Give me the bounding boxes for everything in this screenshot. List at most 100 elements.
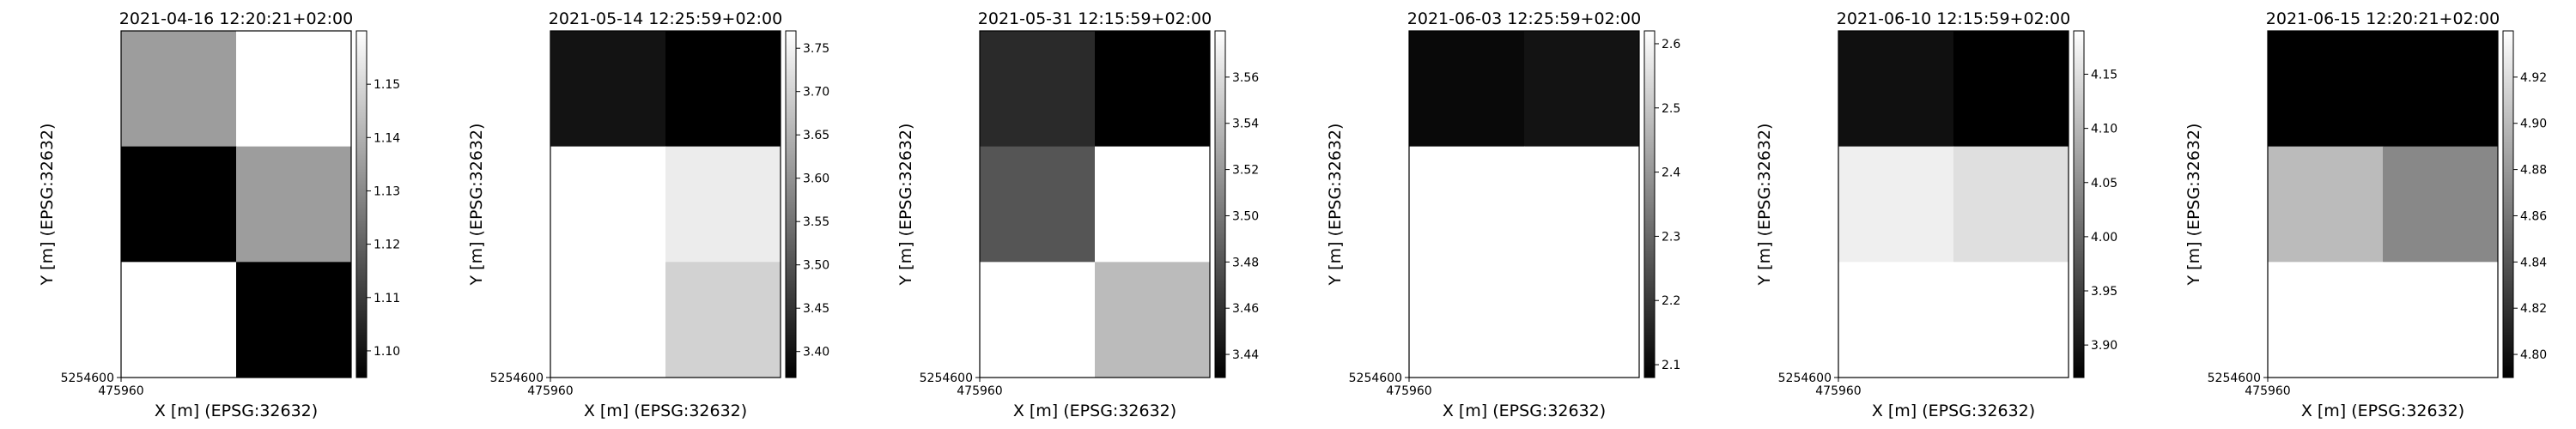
y-tick-label: 5254600 (2208, 372, 2261, 385)
colorbar-tick-label: 3.46 (1232, 302, 1259, 316)
x-tick-label: 475960 (98, 384, 143, 398)
heatmap-cell (1838, 146, 1954, 263)
heatmap-cell (2383, 262, 2499, 378)
colorbar-tick-label: 3.54 (1232, 118, 1259, 131)
y-tick-label: 5254600 (1349, 372, 1402, 385)
heatmap-cell (1953, 262, 2069, 378)
colorbar-tick-label: 2.1 (1662, 359, 1680, 372)
y-axis-label: Y [m] (EPSG:32632) (467, 124, 486, 287)
heatmap-cell (236, 146, 352, 263)
chart-title: 2021-06-15 12:20:21+02:00 (2266, 9, 2500, 28)
plot-frame (1838, 30, 2069, 378)
x-axis-label: X [m] (EPSG:32632) (584, 402, 747, 420)
heatmap-cell (1095, 31, 1211, 148)
colorbar-tick-label: 4.90 (2520, 118, 2547, 131)
heatmap-cell (236, 262, 352, 378)
chart-title: 2021-06-10 12:15:59+02:00 (1837, 9, 2070, 28)
heatmap-cell (1095, 146, 1211, 263)
heatmap-cell (1524, 31, 1640, 148)
heatmap-cell (550, 146, 666, 263)
x-tick-label: 475960 (1386, 384, 1431, 398)
colorbar-tick-label: 3.40 (803, 346, 829, 360)
heatmap-cell (1524, 146, 1640, 263)
colorbar-tick-label: 4.88 (2520, 164, 2547, 178)
colorbar (785, 30, 797, 378)
plot-frame (120, 30, 352, 378)
heatmap-cell (980, 31, 1096, 148)
y-axis-label: Y [m] (EPSG:32632) (38, 124, 57, 287)
heatmap-cell (236, 31, 352, 148)
colorbar (1214, 30, 1226, 378)
panel-4: 2021-06-03 12:25:59+02:00 X [m] (EPSG:326… (1326, 9, 1680, 420)
colorbar-tick-label: 1.10 (374, 345, 400, 359)
panel-3: 2021-05-31 12:15:59+02:00 X [m] (EPSG:326… (896, 9, 1259, 420)
y-tick-label: 5254600 (61, 372, 114, 385)
heatmap-cell (1838, 31, 1954, 148)
colorbar-tick-label: 3.60 (803, 172, 829, 186)
chart-title: 2021-05-14 12:25:59+02:00 (549, 9, 782, 28)
colorbar (2073, 30, 2085, 378)
colorbar-tick-label: 3.45 (803, 302, 829, 316)
colorbar-tick-label: 2.2 (1662, 294, 1680, 308)
y-axis-label: Y [m] (EPSG:32632) (1326, 124, 1345, 287)
x-axis-label: X [m] (EPSG:32632) (2301, 402, 2464, 420)
y-tick-label: 5254600 (1778, 372, 1832, 385)
x-tick-label: 475960 (957, 384, 1002, 398)
heatmap-cell (2268, 31, 2384, 148)
x-axis-label: X [m] (EPSG:32632) (1872, 402, 2035, 420)
colorbar-tick-label: 3.95 (2091, 285, 2117, 299)
colorbar-tick-label: 2.4 (1662, 166, 1680, 180)
colorbar-tick-label: 3.48 (1232, 256, 1259, 269)
colorbar-tick-label: 2.6 (1662, 38, 1680, 51)
panel-1: 2021-04-16 12:20:21+02:00 X [m] (EPSG:326… (38, 9, 400, 420)
heatmap-cell (121, 31, 237, 148)
colorbar-tick-label: 3.65 (803, 129, 829, 142)
y-axis-label: Y [m] (EPSG:32632) (2184, 124, 2203, 287)
heatmap-cell (1409, 262, 1525, 378)
heatmap-cell (2383, 146, 2499, 263)
colorbar-tick-label: 1.14 (374, 131, 400, 145)
colorbar-tick-label: 4.15 (2091, 69, 2117, 82)
colorbar-tick-label: 3.50 (803, 259, 829, 273)
colorbar-tick-label: 4.86 (2520, 209, 2547, 223)
x-axis-label: X [m] (EPSG:32632) (1013, 402, 1176, 420)
colorbar (2502, 30, 2514, 378)
colorbar-tick-label: 3.44 (1232, 348, 1259, 362)
panel-2: 2021-05-14 12:25:59+02:00 X [m] (EPSG:326… (467, 9, 829, 420)
chart-title: 2021-04-16 12:20:21+02:00 (119, 9, 353, 28)
heatmap-cell (1095, 262, 1211, 378)
colorbar-tick-label: 3.55 (803, 215, 829, 229)
colorbar-tick-label: 3.75 (803, 42, 829, 56)
heatmap-cell (121, 146, 237, 263)
colorbar-tick-label: 4.80 (2520, 348, 2547, 362)
colorbar-tick-label: 4.05 (2091, 177, 2117, 190)
colorbar-tick-label: 1.12 (374, 239, 400, 252)
colorbar-tick-label: 3.52 (1232, 164, 1259, 178)
heatmap-cell (121, 262, 237, 378)
colorbar-tick-label: 1.11 (374, 292, 400, 305)
plot-frame (979, 30, 1211, 378)
heatmap-cell (665, 146, 781, 263)
panel-5: 2021-06-10 12:15:59+02:00 X [m] (EPSG:326… (1755, 9, 2117, 420)
heatmap-cell (2383, 31, 2499, 148)
x-tick-label: 475960 (1815, 384, 1861, 398)
heatmap-cell (1409, 31, 1525, 148)
colorbar-tick-label: 2.5 (1662, 102, 1680, 116)
heatmap-cell (1838, 262, 1954, 378)
plot-frame (550, 30, 781, 378)
y-axis-label: Y [m] (EPSG:32632) (1755, 124, 1774, 287)
heatmap-cell (665, 262, 781, 378)
colorbar-tick-label: 3.90 (2091, 339, 2117, 353)
y-axis-label: Y [m] (EPSG:32632) (896, 124, 915, 287)
heatmap-cell (665, 31, 781, 148)
colorbar (355, 30, 368, 378)
x-axis-label: X [m] (EPSG:32632) (1443, 402, 1606, 420)
panel-6: 2021-06-15 12:20:21+02:00 X [m] (EPSG:326… (2184, 9, 2547, 420)
heatmap-cell (2268, 262, 2384, 378)
colorbar-tick-label: 3.56 (1232, 71, 1259, 85)
chart-title: 2021-06-03 12:25:59+02:00 (1407, 9, 1641, 28)
heatmap-cell (980, 262, 1096, 378)
colorbar-tick-label: 3.70 (803, 86, 829, 100)
heatmap-cell (550, 262, 666, 378)
